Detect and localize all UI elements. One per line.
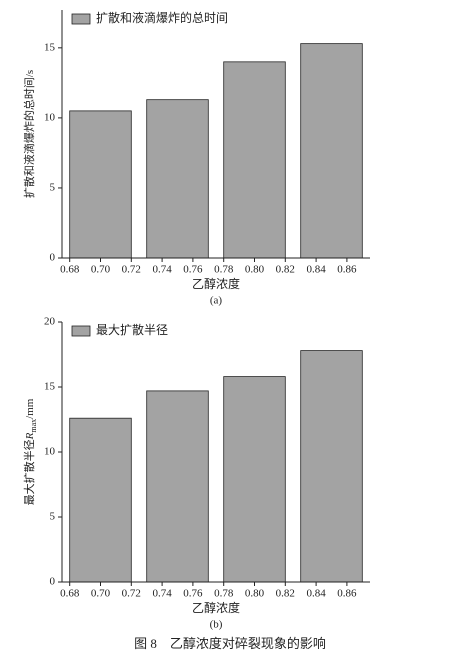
y-axis-label: 扩散和液滴爆炸的总时间/s [22,70,36,198]
panel-label: (b) [210,619,223,631]
y-tick-label: 10 [44,446,56,458]
x-tick-label: 0.74 [152,264,172,276]
x-tick-label: 0.78 [214,588,234,600]
y-axis-label-part: R [24,432,36,440]
y-tick-label: 15 [44,381,56,393]
y-axis-label-part: /mm [24,398,36,419]
x-tick-label: 0.68 [60,264,80,276]
y-tick-label: 15 [44,41,56,53]
y-axis-label: 最大扩散半径Rmax/mm [22,398,39,505]
bar [146,390,209,583]
x-tick-label: 0.72 [122,588,141,600]
x-tick-label: 0.86 [337,264,357,276]
x-tick-label: 0.82 [276,264,295,276]
x-tick-label: 0.70 [91,588,111,600]
bar [223,376,286,583]
bar [69,417,132,583]
x-tick-label: 0.68 [60,588,80,600]
y-tick-label: 0 [50,252,56,264]
x-tick-label: 0.84 [306,264,326,276]
x-tick-label: 0.74 [152,588,172,600]
panel-label: (a) [210,295,223,307]
y-tick-label: 10 [44,111,56,123]
x-tick-label: 0.86 [337,588,357,600]
x-tick-label: 0.82 [276,588,295,600]
y-tick-label: 5 [50,511,56,523]
bar [223,61,286,259]
legend-label: 扩散和液滴爆炸的总时间 [96,10,228,25]
x-tick-label: 0.80 [245,264,265,276]
x-tick-label: 0.70 [91,264,111,276]
legend-swatch [71,325,91,337]
y-tick-label: 0 [50,576,56,588]
x-tick-label: 0.76 [183,264,203,276]
x-axis-label: 乙醇浓度 [192,276,240,291]
x-tick-label: 0.84 [306,588,326,600]
y-axis-label-part: 最大扩散半径 [22,439,36,505]
x-tick-label: 0.80 [245,588,265,600]
bar [300,350,363,583]
legend-swatch [71,13,91,25]
x-tick-label: 0.72 [122,264,141,276]
x-tick-label: 0.78 [214,264,234,276]
x-axis-label: 乙醇浓度 [192,600,240,615]
bar [146,99,209,259]
legend-label: 最大扩散半径 [96,322,168,337]
x-tick-label: 0.76 [183,588,203,600]
y-tick-label: 20 [44,316,56,328]
bar [300,43,363,259]
caption: 图 8 乙醇浓度对碎裂现象的影响 [134,636,326,651]
y-tick-label: 5 [50,181,56,193]
y-axis-label-part: max [29,419,38,433]
y-axis-label-part: 扩散和液滴爆炸的总时间/s [22,70,36,198]
bar [69,110,132,259]
